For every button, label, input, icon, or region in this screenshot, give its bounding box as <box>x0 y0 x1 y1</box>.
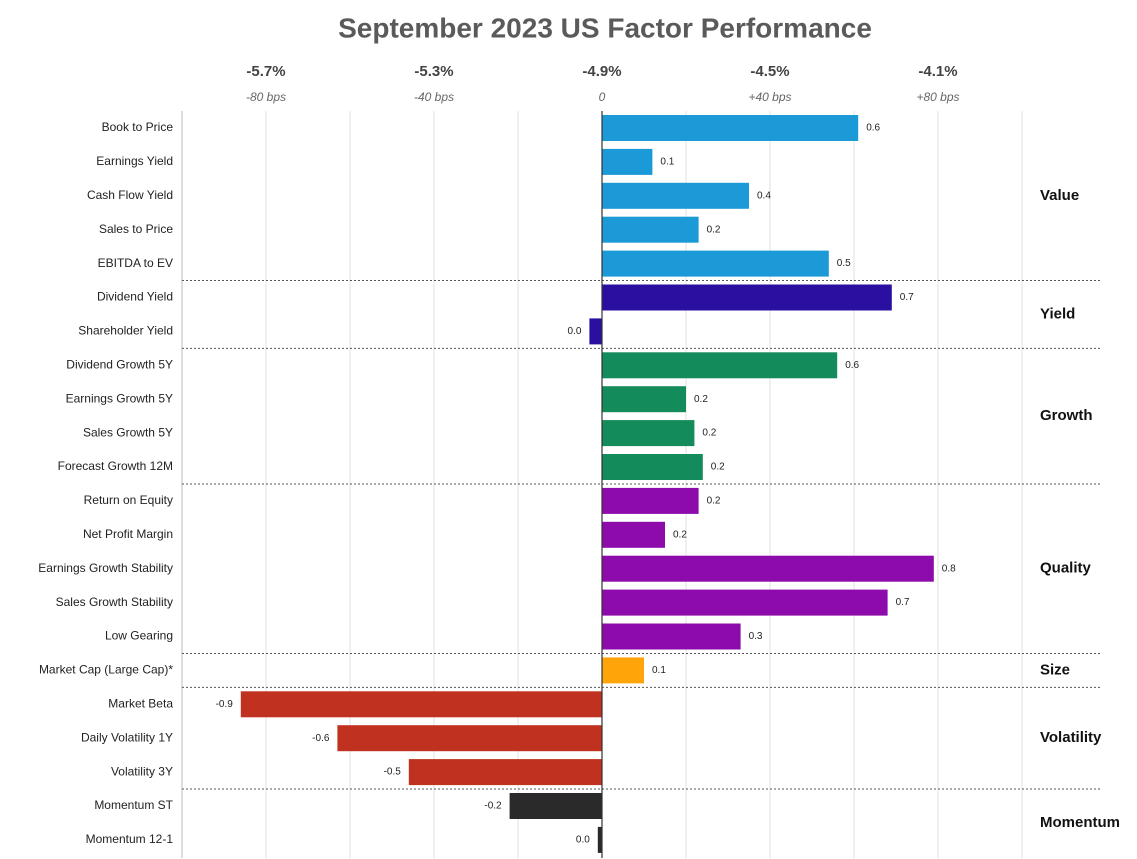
bar <box>602 487 699 514</box>
category-label: Momentum 12-1 <box>86 832 174 846</box>
category-label: Market Beta <box>108 696 173 710</box>
value-label: 0.1 <box>652 665 666 676</box>
value-label: 0.0 <box>576 835 590 846</box>
bar <box>602 148 653 175</box>
category-label: Book to Price <box>102 120 174 134</box>
category-label: Market Cap (Large Cap)* <box>39 663 173 677</box>
x2-tick-label: -5.7% <box>246 63 285 80</box>
category-label: Volatility 3Y <box>111 764 173 778</box>
bar <box>602 589 888 616</box>
x-tick-label: +40 bps <box>748 90 791 104</box>
category-label: Daily Volatility 1Y <box>81 730 173 744</box>
value-label: 0.5 <box>837 258 851 269</box>
category-label: Earnings Growth Stability <box>38 561 173 575</box>
value-label: -0.9 <box>216 699 234 710</box>
value-label: -0.5 <box>384 767 402 778</box>
category-label: Net Profit Margin <box>83 527 173 541</box>
x2-tick-label: -4.9% <box>582 63 621 80</box>
category-label: Forecast Growth 12M <box>58 459 173 473</box>
category-label: Sales Growth Stability <box>56 595 173 609</box>
x-tick-label: -40 bps <box>414 90 454 104</box>
value-label: 0.2 <box>694 394 708 405</box>
bar <box>602 182 749 209</box>
bar <box>602 657 644 684</box>
category-label: Sales to Price <box>99 222 173 236</box>
bar <box>597 826 602 853</box>
chart-title: September 2023 US Factor Performance <box>338 12 872 43</box>
category-label: Momentum ST <box>94 798 173 812</box>
bar <box>602 250 829 277</box>
value-label: 0.7 <box>896 597 910 608</box>
x-tick-label: -80 bps <box>246 90 286 104</box>
x-tick-label: 0 <box>599 90 606 104</box>
value-label: 0.2 <box>707 224 721 235</box>
bar <box>602 115 859 141</box>
group-label: Volatility <box>1040 729 1102 746</box>
bar <box>602 521 665 548</box>
category-label: EBITDA to EV <box>98 256 173 270</box>
x2-tick-label: -4.1% <box>918 63 957 80</box>
bar <box>602 623 741 650</box>
bar <box>602 386 686 413</box>
bar <box>602 420 695 447</box>
value-label: 0.4 <box>757 190 771 201</box>
group-label: Size <box>1040 661 1070 678</box>
bar <box>509 793 602 819</box>
category-label: Low Gearing <box>105 629 173 643</box>
value-label: 0.1 <box>660 157 674 168</box>
value-label: 0.2 <box>707 496 721 507</box>
value-label: 0.3 <box>749 631 763 642</box>
bar <box>240 691 603 718</box>
x-tick-label: +80 bps <box>916 90 959 104</box>
category-label: Return on Equity <box>84 493 173 507</box>
category-label: Dividend Growth 5Y <box>66 357 173 371</box>
bar <box>408 759 602 786</box>
value-label: 0.0 <box>567 326 581 337</box>
value-label: 0.6 <box>866 123 880 134</box>
group-label: Value <box>1040 187 1079 204</box>
category-label: Earnings Growth 5Y <box>66 391 173 405</box>
x2-tick-label: -5.3% <box>414 63 453 80</box>
bar <box>602 454 703 480</box>
value-label: 0.2 <box>673 529 687 540</box>
x2-tick-label: -4.5% <box>750 63 789 80</box>
group-label: Growth <box>1040 407 1093 424</box>
group-label: Quality <box>1040 560 1092 577</box>
value-label: 0.7 <box>900 292 914 303</box>
value-label: 0.2 <box>711 462 725 473</box>
bar <box>589 318 602 345</box>
category-label: Cash Flow Yield <box>87 188 173 202</box>
group-label: Yield <box>1040 305 1075 322</box>
group-label: Momentum <box>1040 814 1120 831</box>
value-label: 0.2 <box>702 428 716 439</box>
bar <box>602 352 838 379</box>
bar <box>602 216 699 243</box>
bar <box>602 555 934 582</box>
value-label: -0.6 <box>312 733 330 744</box>
category-label: Dividend Yield <box>97 290 173 304</box>
value-label: -0.2 <box>484 801 502 812</box>
bar <box>602 284 892 311</box>
value-label: 0.8 <box>942 563 956 574</box>
value-label: 0.6 <box>845 360 859 371</box>
category-label: Shareholder Yield <box>78 324 173 338</box>
category-label: Earnings Yield <box>96 154 173 168</box>
category-label: Sales Growth 5Y <box>83 425 173 439</box>
bar <box>337 725 602 752</box>
